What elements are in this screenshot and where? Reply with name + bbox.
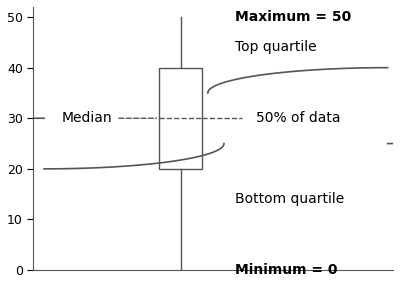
Text: Top quartile: Top quartile	[235, 40, 316, 54]
Text: Minimum = 0: Minimum = 0	[235, 263, 337, 277]
Text: Maximum = 50: Maximum = 50	[235, 10, 351, 24]
Text: Median: Median	[62, 111, 112, 125]
Text: 50% of data: 50% of data	[256, 111, 341, 125]
Text: Bottom quartile: Bottom quartile	[235, 192, 344, 206]
Bar	[159, 68, 202, 169]
